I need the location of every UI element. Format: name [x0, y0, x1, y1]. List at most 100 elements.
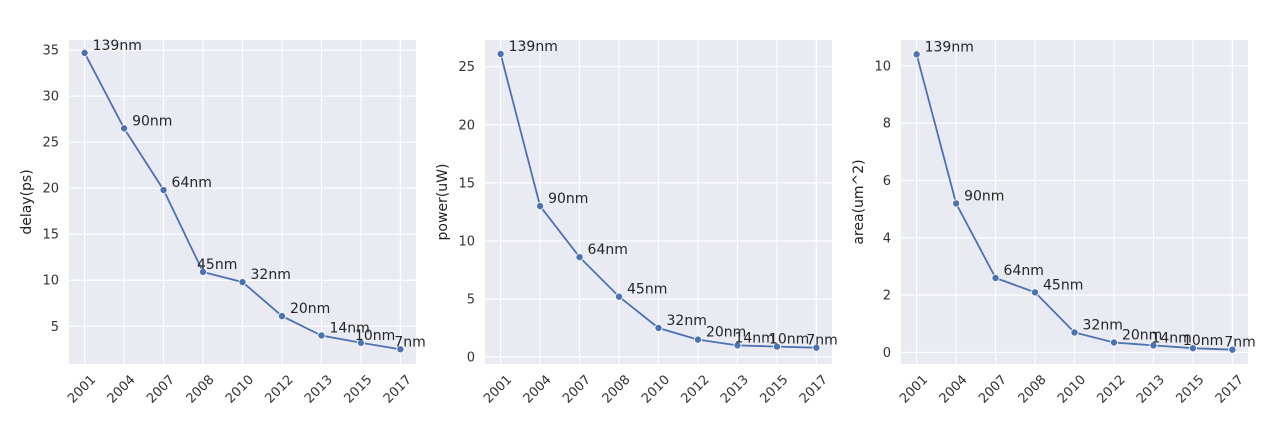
point-label: 64nm: [172, 175, 212, 191]
point-label: 32nm: [667, 313, 707, 329]
data-point: [80, 48, 89, 57]
point-label: 45nm: [1043, 277, 1083, 293]
data-point: [159, 186, 168, 195]
y-tick-label: 25: [458, 60, 475, 75]
x-tick-label: 2012: [262, 373, 296, 407]
y-tick-label: 8: [883, 117, 891, 132]
y-tick-label: 35: [42, 44, 59, 59]
x-tick-label: 2013: [718, 373, 752, 407]
point-label: 90nm: [964, 188, 1004, 204]
data-point: [536, 202, 545, 211]
data-point: [277, 312, 286, 321]
point-label: 14nm: [329, 320, 369, 336]
y-tick-label: 20: [42, 182, 59, 197]
y-tick-label: 15: [458, 176, 475, 191]
x-tick-label: 2001: [897, 373, 931, 407]
x-tick-label: 2015: [341, 373, 375, 407]
y-tick-label: 15: [42, 228, 59, 243]
data-point: [199, 267, 208, 276]
y-tick-label: 4: [883, 231, 891, 246]
point-label: 20nm: [290, 301, 330, 317]
x-tick-label: 2015: [1173, 373, 1207, 407]
x-tick-label: 2008: [1016, 373, 1050, 407]
data-point: [317, 331, 326, 340]
x-tick-label: 2004: [937, 373, 971, 407]
point-label: 10nm: [769, 332, 809, 348]
y-axis-title: area(um^2): [851, 159, 867, 244]
point-label: 90nm: [132, 113, 172, 129]
point-label: 32nm: [251, 267, 291, 283]
point-label: 7nm: [394, 334, 425, 350]
data-point: [952, 199, 961, 208]
x-tick-label: 2004: [521, 373, 555, 407]
data-point: [1188, 344, 1197, 353]
x-tick-label: 2017: [381, 373, 415, 407]
x-tick-label: 2008: [184, 373, 218, 407]
point-label: 45nm: [197, 257, 237, 273]
y-tick-label: 6: [883, 174, 891, 189]
data-point: [1070, 328, 1079, 337]
data-point: [693, 335, 702, 344]
x-tick-label: 2001: [65, 373, 99, 407]
y-tick-label: 20: [458, 118, 475, 133]
x-tick-label: 2010: [639, 373, 673, 407]
x-tick-label: 2010: [223, 373, 257, 407]
point-label: 7nm: [1224, 335, 1255, 351]
x-tick-label: 2007: [976, 373, 1010, 407]
point-label: 139nm: [93, 38, 142, 54]
data-point: [1109, 338, 1118, 347]
data-point: [615, 292, 624, 301]
x-tick-label: 2015: [757, 373, 791, 407]
x-tick-label: 2017: [1213, 373, 1247, 407]
data-point: [1149, 341, 1158, 350]
y-axis-title: power(uW): [435, 164, 451, 241]
point-label: 14nm: [1151, 330, 1191, 346]
data-point: [396, 345, 405, 354]
x-tick-label: 2001: [481, 373, 515, 407]
x-tick-label: 2007: [560, 373, 594, 407]
data-point: [733, 341, 742, 350]
data-point: [356, 338, 365, 347]
x-tick-label: 2013: [302, 373, 336, 407]
point-label: 32nm: [1083, 317, 1123, 333]
x-tick-label: 2008: [600, 373, 634, 407]
y-tick-label: 0: [467, 351, 475, 366]
data-point: [812, 343, 821, 352]
y-axis-title: delay(ps): [19, 169, 35, 234]
y-tick-label: 5: [467, 292, 475, 307]
y-tick-label: 0: [883, 346, 891, 361]
data-point: [238, 278, 247, 287]
point-label: 45nm: [627, 282, 667, 298]
y-tick-label: 5: [51, 320, 59, 335]
x-tick-label: 2013: [1134, 373, 1168, 407]
y-tick-label: 30: [42, 90, 59, 105]
point-label: 64nm: [1004, 263, 1044, 279]
x-tick-label: 2004: [105, 373, 139, 407]
x-tick-label: 2012: [678, 373, 712, 407]
data-point: [912, 50, 921, 59]
data-point: [575, 253, 584, 262]
point-label: 10nm: [355, 328, 395, 344]
point-label: 20nm: [1122, 327, 1162, 343]
data-point: [120, 124, 129, 133]
data-point: [496, 49, 505, 58]
y-tick-label: 10: [458, 234, 475, 249]
data-point: [654, 323, 663, 332]
y-tick-label: 2: [883, 289, 891, 304]
point-label: 10nm: [1183, 333, 1223, 349]
x-tick-label: 2017: [797, 373, 831, 407]
data-point: [991, 273, 1000, 282]
point-label: 64nm: [588, 242, 628, 258]
y-tick-label: 10: [42, 274, 59, 289]
y-tick-label: 25: [42, 136, 59, 151]
data-point: [772, 342, 781, 351]
point-label: 139nm: [509, 39, 558, 55]
point-label: 14nm: [734, 330, 774, 346]
y-tick-label: 10: [874, 59, 891, 74]
point-label: 90nm: [548, 191, 588, 207]
data-point: [1031, 288, 1040, 297]
